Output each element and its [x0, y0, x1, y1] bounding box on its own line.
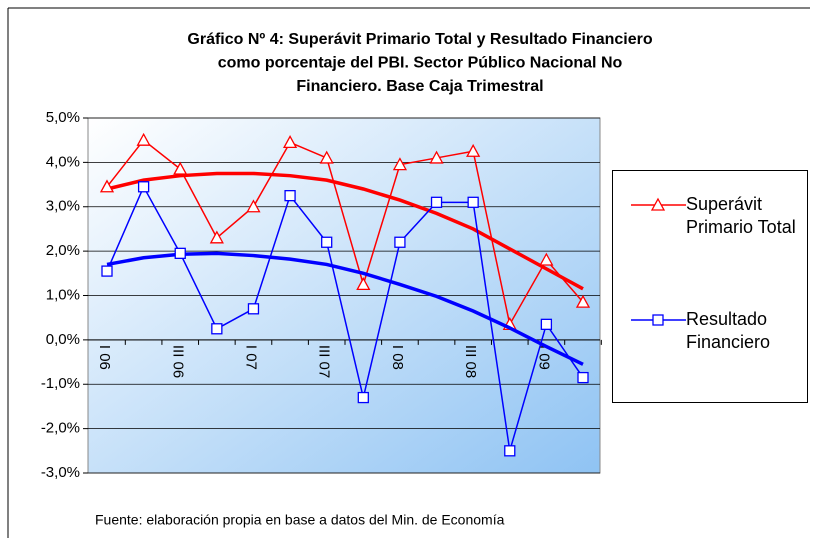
y-tick-label: 0,0% — [46, 331, 80, 348]
marker — [392, 157, 408, 171]
marker — [466, 143, 481, 157]
legend-swatch — [631, 197, 686, 211]
marker — [284, 190, 296, 202]
y-tick-label: -3,0% — [41, 464, 80, 481]
source: Fuente: elaboración propia en base a dat… — [95, 512, 505, 528]
marker — [99, 179, 115, 193]
trend-line — [106, 171, 584, 291]
y-tick-label: 2,0% — [46, 242, 80, 259]
legend: Superávit Primario Total Resultado Financ… — [612, 170, 808, 403]
x-tick-label: I 08 — [389, 345, 406, 370]
x-tick-label: III 06 — [169, 345, 186, 378]
marker — [467, 196, 479, 208]
series-line — [106, 139, 584, 327]
legend-swatch — [631, 314, 686, 326]
marker — [319, 150, 334, 164]
y-tick-label: -2,0% — [41, 420, 80, 437]
x-tick-label: I 06 — [96, 345, 113, 370]
y-tick-label: 1,0% — [46, 286, 80, 303]
y-tick-label: -1,0% — [41, 375, 80, 392]
x-tick-label: I 07 — [242, 345, 259, 370]
legend-label: Superávit Primario Total — [686, 194, 796, 237]
marker — [430, 196, 443, 208]
marker — [540, 318, 553, 330]
legend-label: Resultado Financiero — [686, 309, 771, 352]
y-tick-label: 5,0% — [46, 109, 80, 126]
marker — [539, 252, 554, 266]
marker — [357, 391, 369, 404]
x-tick-label: I 09 — [535, 345, 552, 370]
marker — [246, 199, 261, 213]
marker — [575, 294, 591, 308]
marker — [577, 371, 589, 384]
series-line — [106, 185, 584, 452]
y-tick-label: 4,0% — [46, 153, 80, 170]
x-tick-label: III 07 — [316, 345, 333, 378]
chart-title: Gráfico Nº 4: Superávit Primario Total y… — [187, 31, 652, 48]
marker — [282, 135, 298, 149]
marker — [209, 230, 224, 244]
y-tick-label: 3,0% — [46, 198, 80, 215]
chart-title: Financiero. Base Caja Trimestral — [296, 78, 543, 95]
chart-title: como porcentaje del PBI. Sector Público … — [218, 55, 623, 72]
x-tick-label: III 08 — [462, 345, 479, 378]
marker — [174, 247, 186, 259]
marker — [101, 265, 113, 277]
marker — [356, 277, 371, 291]
marker — [136, 132, 151, 146]
marker — [173, 161, 188, 175]
marker — [504, 445, 516, 457]
marker — [429, 150, 444, 164]
marker — [394, 236, 406, 248]
trend-line — [106, 251, 584, 366]
marker — [137, 181, 150, 193]
marker — [247, 303, 260, 315]
marker — [321, 236, 333, 248]
marker — [652, 314, 664, 326]
marker — [211, 323, 223, 335]
marker — [650, 197, 666, 211]
